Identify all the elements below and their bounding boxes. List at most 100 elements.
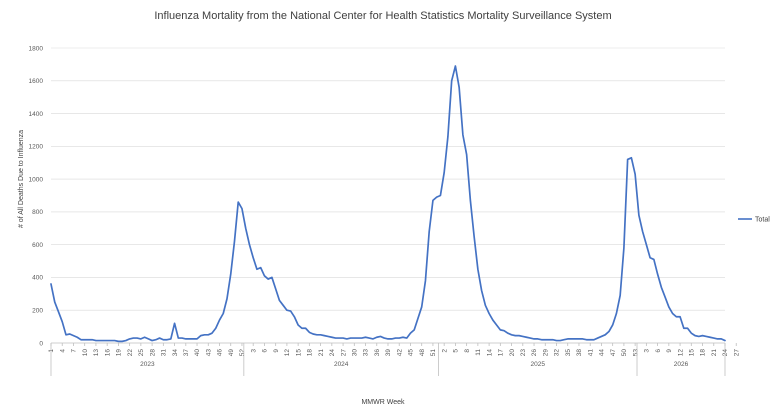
data-point <box>391 338 392 339</box>
data-point <box>462 134 463 135</box>
data-point <box>605 334 606 335</box>
data-point <box>219 319 220 320</box>
data-point <box>208 334 209 335</box>
data-point <box>264 275 265 276</box>
x-tick-label: 13 <box>93 349 100 357</box>
data-point <box>204 334 205 335</box>
data-point <box>672 313 673 314</box>
x-tick-label: 2 <box>441 349 448 353</box>
data-point <box>560 340 561 341</box>
x-tick-label: 35 <box>565 349 572 357</box>
x-tick-label: 3 <box>644 349 651 353</box>
data-point <box>316 334 317 335</box>
data-point <box>234 241 235 242</box>
data-point <box>474 236 475 237</box>
data-point <box>706 336 707 337</box>
data-point <box>253 257 254 258</box>
x-tick-label: 27 <box>733 349 740 357</box>
data-point <box>414 329 415 330</box>
data-point <box>608 331 609 332</box>
data-point <box>110 340 111 341</box>
data-point <box>88 339 89 340</box>
data-point <box>301 328 302 329</box>
x-tick-label: 9 <box>273 349 280 353</box>
x-axis-title: MMWR Week <box>361 399 405 406</box>
data-point <box>642 231 643 232</box>
data-point <box>631 157 632 158</box>
data-point <box>114 340 115 341</box>
data-point <box>275 288 276 289</box>
data-point <box>152 340 153 341</box>
data-point <box>432 200 433 201</box>
data-point <box>223 313 224 314</box>
data-point <box>324 335 325 336</box>
x-tick-label: 18 <box>700 349 707 357</box>
data-point <box>286 310 287 311</box>
data-point <box>676 316 677 317</box>
data-point <box>511 334 512 335</box>
data-point <box>77 337 78 338</box>
data-point <box>376 337 377 338</box>
data-point <box>241 208 242 209</box>
x-tick-label: 48 <box>419 349 426 357</box>
data-point <box>305 328 306 329</box>
x-year-label: 2026 <box>674 361 689 368</box>
x-tick-label: 39 <box>385 349 392 357</box>
data-point <box>99 340 100 341</box>
x-tick-label: 32 <box>554 349 561 357</box>
data-point <box>279 300 280 301</box>
data-point <box>384 337 385 338</box>
y-tick-label: 1400 <box>29 111 44 118</box>
data-point <box>95 340 96 341</box>
x-tick-label: 26 <box>531 349 538 357</box>
data-point <box>92 339 93 340</box>
data-point <box>429 231 430 232</box>
x-tick-label: 24 <box>722 349 729 357</box>
data-point <box>406 337 407 338</box>
data-point <box>238 201 239 202</box>
x-tick-label: 42 <box>396 349 403 357</box>
x-tick-label: 6 <box>262 349 269 353</box>
data-point <box>694 335 695 336</box>
data-point <box>62 321 63 322</box>
x-tick-label: 12 <box>677 349 684 357</box>
data-point <box>717 338 718 339</box>
data-point <box>702 335 703 336</box>
data-point <box>444 172 445 173</box>
data-point <box>200 335 201 336</box>
legend-label-total: Total <box>755 217 770 224</box>
data-point <box>447 136 448 137</box>
data-point <box>193 338 194 339</box>
data-point <box>507 333 508 334</box>
data-point <box>327 336 328 337</box>
data-point <box>271 277 272 278</box>
data-point <box>331 337 332 338</box>
x-tick-label: 34 <box>172 349 179 357</box>
data-point <box>451 80 452 81</box>
x-tick-label: 21 <box>318 349 325 357</box>
data-point <box>489 313 490 314</box>
data-point <box>256 269 257 270</box>
data-point <box>249 244 250 245</box>
data-point <box>335 337 336 338</box>
data-point <box>65 334 66 335</box>
data-point <box>230 274 231 275</box>
data-point <box>84 339 85 340</box>
y-axis-title: # of All Deaths Due to Influenza <box>18 130 25 228</box>
data-point <box>455 65 456 66</box>
x-tick-label: 43 <box>205 349 212 357</box>
data-point <box>683 328 684 329</box>
x-tick-label: 27 <box>340 349 347 357</box>
data-point <box>503 330 504 331</box>
x-tick-label: 14 <box>486 349 493 357</box>
data-point <box>623 247 624 248</box>
data-point <box>679 316 680 317</box>
x-tick-label: 24 <box>329 349 336 357</box>
x-tick-label: 40 <box>194 349 201 357</box>
data-point <box>103 340 104 341</box>
data-point <box>627 159 628 160</box>
data-point <box>350 337 351 338</box>
x-tick-label: 12 <box>284 349 291 357</box>
